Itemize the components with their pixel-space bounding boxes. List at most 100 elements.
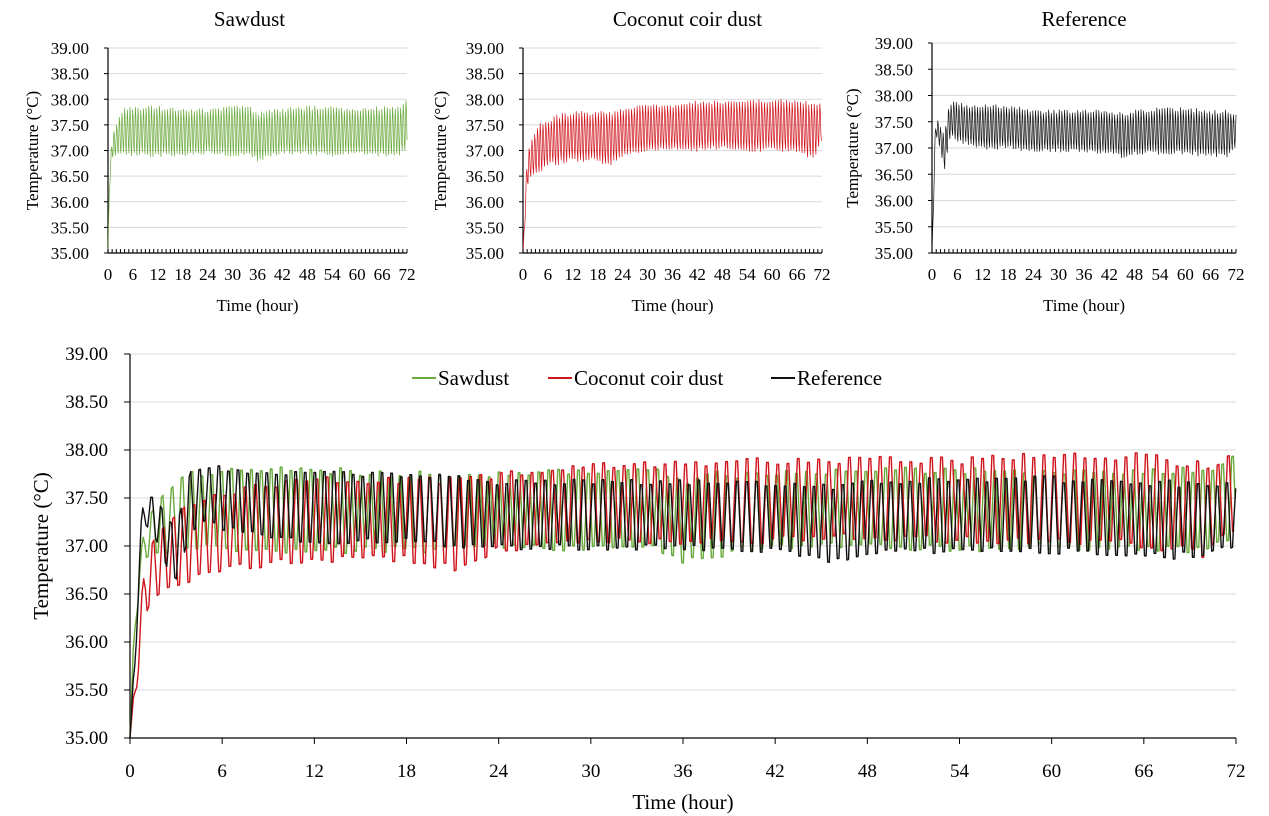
x-tick-label: 24 bbox=[1025, 265, 1043, 284]
chart-title: Coconut coir dust bbox=[613, 7, 762, 31]
y-tick-label: 38.00 bbox=[65, 440, 108, 461]
x-tick-label: 36 bbox=[674, 761, 693, 782]
x-tick-label: 0 bbox=[125, 761, 135, 782]
x-tick-label: 30 bbox=[1050, 265, 1067, 284]
y-tick-label: 36.50 bbox=[875, 165, 913, 184]
y-tick-label: 36.00 bbox=[51, 193, 89, 212]
x-tick-label: 30 bbox=[639, 265, 656, 284]
y-axis-title: Temperature (°C) bbox=[29, 472, 53, 619]
y-tick-label: 35.50 bbox=[65, 680, 108, 701]
y-tick-label: 37.50 bbox=[875, 113, 913, 132]
y-tick-label: 38.00 bbox=[51, 90, 89, 109]
x-tick-label: 0 bbox=[519, 265, 528, 284]
y-tick-label: 37.00 bbox=[466, 142, 504, 161]
x-tick-label: 12 bbox=[564, 265, 581, 284]
y-tick-label: 35.50 bbox=[875, 218, 913, 237]
chart-sawdust: 35.00 35.50 36.00 36.50 37.00 37.50 38.00 38.50… bbox=[23, 7, 416, 315]
x-tick-label: 18 bbox=[589, 265, 606, 284]
y-tick-label: 36.50 bbox=[51, 167, 89, 186]
x-tick-label: 12 bbox=[149, 265, 166, 284]
x-tick-label: 66 bbox=[789, 265, 806, 284]
series-line-combined-2 bbox=[129, 465, 1237, 739]
y-tick-label: 38.50 bbox=[51, 65, 89, 84]
y-tick-label: 37.00 bbox=[65, 536, 108, 557]
legend: Sawdust Coconut coir dust Reference bbox=[412, 366, 882, 390]
x-axis-title: Time (hour) bbox=[216, 296, 298, 315]
y-tick-label: 37.00 bbox=[51, 142, 89, 161]
y-tick-label: 38.50 bbox=[65, 392, 108, 413]
x-tick-label: 72 bbox=[1228, 265, 1245, 284]
x-tick-label: 42 bbox=[1101, 265, 1118, 284]
y-tick-label: 38.00 bbox=[466, 90, 504, 109]
x-tick-label: 60 bbox=[349, 265, 366, 284]
x-axis-title: Time (hour) bbox=[1043, 296, 1125, 315]
x-tick-label: 54 bbox=[950, 761, 970, 782]
y-tick-label: 39.00 bbox=[51, 39, 89, 58]
x-tick-label: 6 bbox=[953, 265, 962, 284]
y-tick-label: 37.50 bbox=[51, 116, 89, 135]
chart-combined: 35.00 35.50 36.00 36.50 37.00 37.50 38.00 38.50… bbox=[29, 344, 1246, 814]
x-tick-label: 72 bbox=[1227, 761, 1246, 782]
x-tick-label: 60 bbox=[1177, 265, 1194, 284]
x-tick-label: 6 bbox=[129, 265, 138, 284]
y-tick-label: 39.00 bbox=[65, 344, 108, 365]
x-tick-label: 12 bbox=[974, 265, 991, 284]
y-axis-title: Temperature (°C) bbox=[23, 91, 42, 210]
x-tick-label: 60 bbox=[1042, 761, 1061, 782]
x-tick-label: 0 bbox=[104, 265, 113, 284]
x-tick-label: 36 bbox=[249, 265, 266, 284]
y-tick-label: 39.00 bbox=[466, 39, 504, 58]
legend-label: Reference bbox=[797, 366, 882, 390]
x-tick-label: 24 bbox=[199, 265, 217, 284]
legend-label: Coconut coir dust bbox=[574, 366, 723, 390]
x-tick-label: 54 bbox=[1152, 265, 1170, 284]
x-tick-label: 66 bbox=[1134, 761, 1153, 782]
y-tick-label: 35.00 bbox=[875, 244, 913, 263]
x-tick-label: 54 bbox=[324, 265, 342, 284]
y-tick-label: 36.50 bbox=[466, 167, 504, 186]
y-axis-title: Temperature (°C) bbox=[843, 88, 862, 207]
y-tick-label: 37.50 bbox=[466, 116, 504, 135]
x-tick-label: 36 bbox=[664, 265, 681, 284]
x-tick-label: 54 bbox=[739, 265, 757, 284]
x-axis-title: Time (hour) bbox=[631, 296, 713, 315]
x-tick-label: 18 bbox=[397, 761, 416, 782]
x-tick-label: 66 bbox=[374, 265, 391, 284]
x-tick-label: 30 bbox=[581, 761, 600, 782]
x-tick-label: 66 bbox=[1202, 265, 1219, 284]
y-tick-label: 38.00 bbox=[875, 87, 913, 106]
x-tick-label: 72 bbox=[399, 265, 416, 284]
series-line-coconut-0 bbox=[522, 98, 822, 254]
x-tick-label: 24 bbox=[614, 265, 632, 284]
series-line-combined-1 bbox=[129, 452, 1235, 739]
x-axis-title: Time (hour) bbox=[632, 790, 733, 814]
x-tick-label: 12 bbox=[305, 761, 324, 782]
y-axis-title: Temperature (°C) bbox=[431, 91, 450, 210]
x-tick-label: 18 bbox=[1000, 265, 1017, 284]
y-tick-label: 35.50 bbox=[51, 218, 89, 237]
x-tick-label: 30 bbox=[224, 265, 241, 284]
series-line-sawdust-0 bbox=[107, 100, 408, 254]
x-tick-label: 48 bbox=[858, 761, 877, 782]
chart-title: Reference bbox=[1041, 7, 1126, 31]
x-tick-label: 42 bbox=[766, 761, 785, 782]
y-tick-label: 38.50 bbox=[875, 60, 913, 79]
x-tick-label: 18 bbox=[174, 265, 191, 284]
y-tick-label: 36.00 bbox=[466, 193, 504, 212]
chart-title: Sawdust bbox=[214, 7, 285, 31]
x-tick-label: 42 bbox=[274, 265, 291, 284]
y-tick-label: 37.00 bbox=[875, 139, 913, 158]
chart-reference: 35.00 35.50 36.00 36.50 37.00 37.50 38.00 38.50… bbox=[843, 7, 1245, 315]
x-tick-label: 48 bbox=[1126, 265, 1143, 284]
x-tick-label: 36 bbox=[1076, 265, 1093, 284]
chart-coconut: 35.00 35.50 36.00 36.50 37.00 37.50 38.00 38.50… bbox=[431, 7, 831, 315]
x-tick-label: 48 bbox=[299, 265, 316, 284]
y-tick-label: 35.00 bbox=[51, 244, 89, 263]
x-tick-label: 42 bbox=[689, 265, 706, 284]
x-tick-label: 6 bbox=[217, 761, 227, 782]
y-tick-label: 35.00 bbox=[65, 728, 108, 749]
x-tick-label: 48 bbox=[714, 265, 731, 284]
series-line-reference-0 bbox=[931, 101, 1237, 254]
y-tick-label: 36.00 bbox=[65, 632, 108, 653]
